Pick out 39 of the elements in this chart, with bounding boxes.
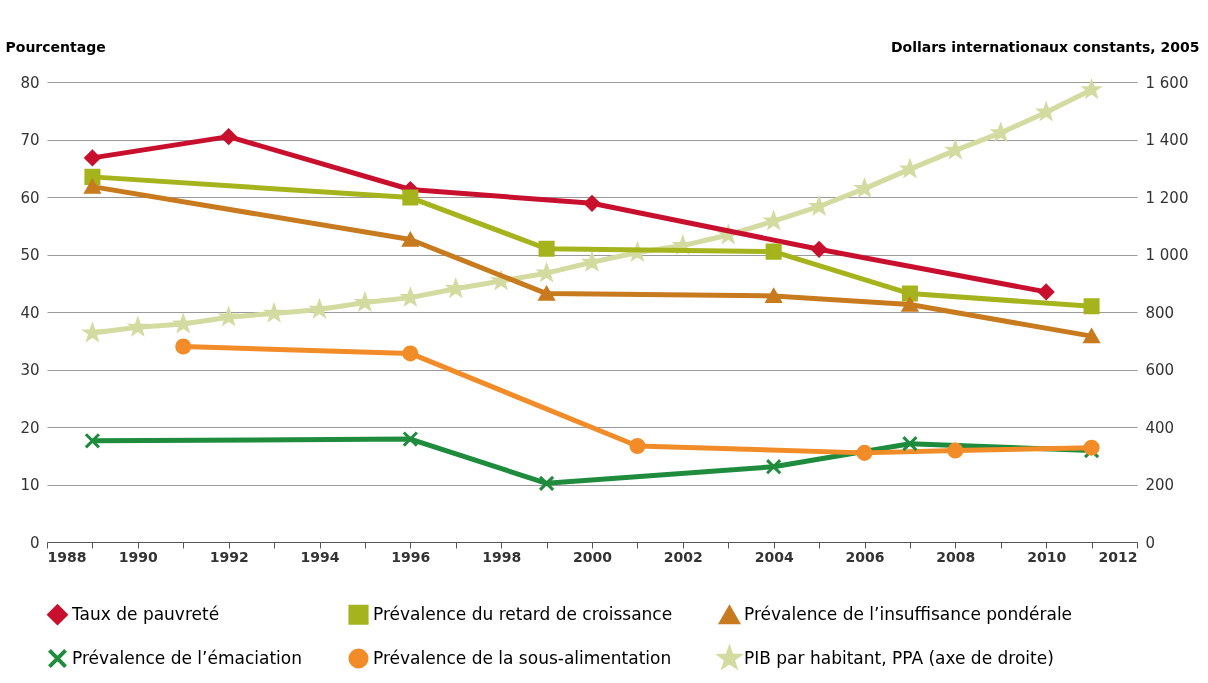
x-tick-label: 2000 [573, 548, 613, 565]
y2-tick-label: 1 200 [1145, 188, 1189, 207]
y2-tick-label: 1 600 [1145, 73, 1189, 92]
y-axis-title: Pourcentage [5, 38, 106, 55]
y2-tick-label: 0 [1145, 533, 1156, 552]
legend-label: Taux de pauvreté [71, 603, 220, 624]
y-tick-label: 50 [20, 246, 40, 264]
y-tick-label: 10 [20, 476, 40, 494]
y-tick-label: 20 [20, 418, 40, 437]
x-tick-label: 1990 [118, 548, 159, 565]
x-tick-label: 1992 [209, 548, 249, 565]
y2-tick-label: 600 [1145, 361, 1175, 379]
legend-label: Prévalence de l’insuffisance pondérale [744, 604, 1073, 625]
y2-tick-label: 400 [1145, 418, 1175, 437]
x-tick-label: 1988 [47, 548, 87, 565]
y-tick-label: 30 [20, 361, 40, 379]
y2-tick-label: 800 [1145, 303, 1175, 322]
x-tick-label: 2010 [1027, 548, 1067, 565]
legend-label: PIB par habitant, PPA (axe de droite) [744, 647, 1054, 668]
y-tick-label: 70 [20, 131, 40, 149]
y2-tick-label: 1 000 [1145, 246, 1189, 264]
y2-axis-title: Dollars internationaux constants, 2005 [890, 38, 1200, 55]
x-tick-label: 2004 [754, 548, 794, 565]
y-tick-label: 40 [20, 303, 40, 322]
x-tick-label: 1994 [300, 548, 340, 565]
x-tick-label: 1998 [482, 548, 522, 565]
legend-label: Prévalence du retard de croissance [373, 603, 673, 624]
legend-label: Prévalence de l’émaciation [72, 647, 302, 668]
y2-tick-label: 200 [1145, 476, 1175, 494]
x-tick-label: 2008 [936, 548, 976, 565]
legend-label: Prévalence de la sous-alimentation [373, 647, 672, 668]
y2-tick-label: 1 400 [1145, 131, 1189, 149]
y-tick-label: 0 [29, 533, 40, 552]
x-tick-label: 2012 [1098, 548, 1138, 565]
y-tick-label: 80 [20, 73, 40, 92]
x-tick-label: 2002 [663, 548, 703, 565]
y-tick-label: 60 [20, 188, 40, 207]
x-tick-label: 1996 [391, 548, 431, 565]
x-tick-label: 2006 [845, 548, 885, 565]
